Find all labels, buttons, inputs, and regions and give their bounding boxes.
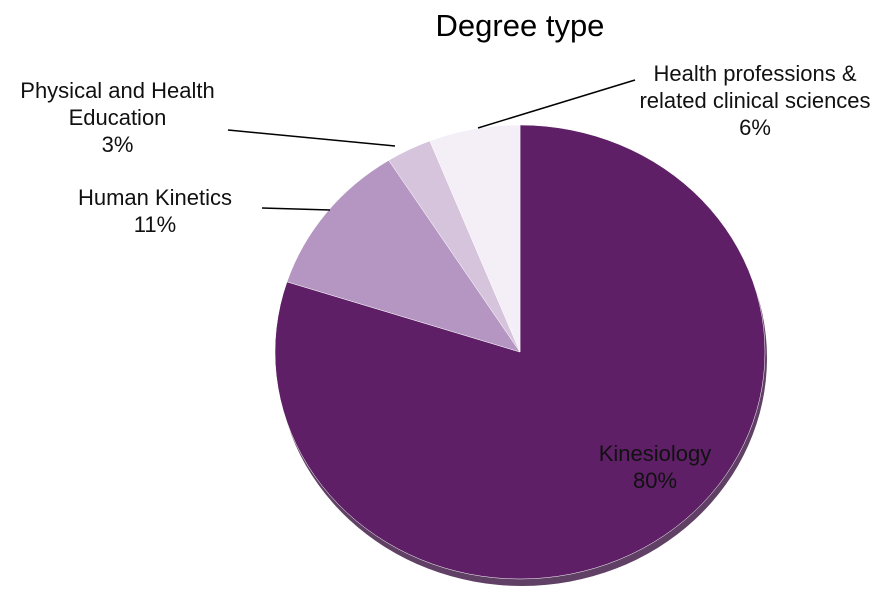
slice-label: Kinesiology 80% xyxy=(560,440,750,494)
leader-line xyxy=(261,207,331,211)
value-label: 6% xyxy=(739,115,771,140)
pie-slice xyxy=(274,124,766,580)
leader-line xyxy=(477,79,636,129)
slices xyxy=(274,124,766,580)
slice-label: Physical and Health Education 3% xyxy=(10,77,225,158)
category-label: Physical and Health Education xyxy=(20,78,215,130)
leader-line xyxy=(227,129,396,147)
value-label: 11% xyxy=(133,212,177,237)
chart-title: Degree type xyxy=(435,8,605,43)
pie-slice xyxy=(429,124,521,353)
pie-slice xyxy=(286,160,521,353)
value-label: 3% xyxy=(101,132,134,157)
category-label: Human Kinetics xyxy=(77,185,233,210)
slice-label: Human Kinetics 11% xyxy=(40,184,270,238)
value-label: 80% xyxy=(632,468,678,493)
category-label: Kinesiology xyxy=(598,441,712,466)
slice-label: Health professions & related clinical sc… xyxy=(630,60,876,141)
category-label: Health professions & related clinical sc… xyxy=(639,61,871,113)
